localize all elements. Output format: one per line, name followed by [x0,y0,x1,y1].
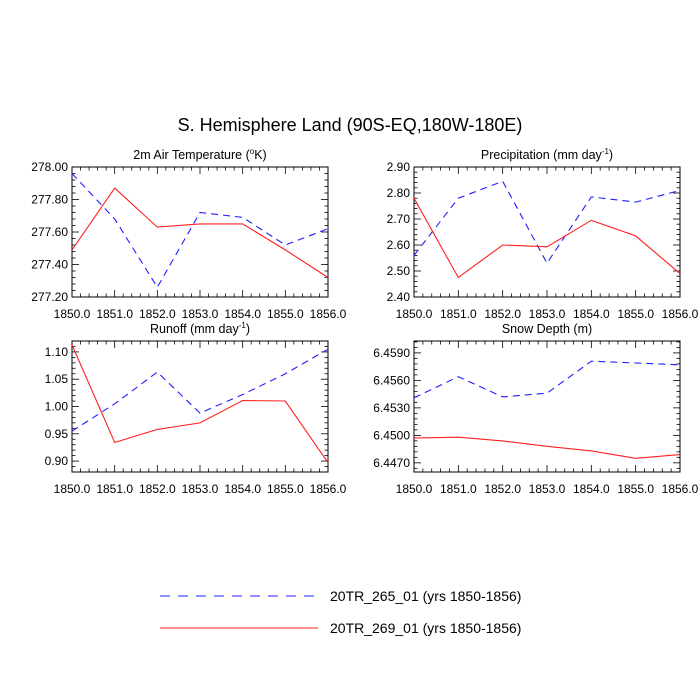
panel-title-main: 2m Air Temperature ( [133,148,250,162]
series-line-20tr-269 [71,344,329,464]
y-tick-label: 277.80 [31,193,68,207]
panel-title-main: Runoff (mm day [150,322,239,336]
y-tick-label: 0.90 [45,454,69,468]
plot-frame [413,340,681,473]
panel-3: Runoff (mm day-1) 0.90 0.95 1.00 1.05 1.10 185… [45,321,347,496]
panel-title: 2m Air Temperature (oK) [133,147,266,162]
y-tick-label: 6.4560 [373,373,410,387]
x-tick-label: 1851.0 [440,307,477,321]
x-tick-label: 1850.0 [54,482,91,496]
legend-label-series-a: 20TR_265_01 (yrs 1850-1856) [330,588,521,604]
x-tick-label: 1854.0 [224,482,261,496]
panel-title-end: K) [254,148,267,162]
x-tick-label: 1855.0 [617,307,654,321]
x-tick-label: 1852.0 [484,482,521,496]
y-tick-label: 1.05 [45,372,69,386]
y-tick-label: 1.10 [45,345,69,359]
panel-title-superscript: -1 [239,321,247,330]
x-tick-label: 1856.0 [310,307,347,321]
series-line-20tr-269 [413,436,681,459]
plot-frame [413,166,681,298]
y-tick-label: 277.40 [31,258,68,272]
panel-title-superscript: o [250,147,255,156]
panel-title-main: Precipitation (mm day [481,148,603,162]
series-line-20tr-265 [413,180,681,265]
series-line-20tr-265 [413,360,681,399]
x-tick-label: 1852.0 [484,307,521,321]
series-line-20tr-269 [71,187,329,278]
y-tick-label: 2.60 [387,238,411,252]
x-tick-label: 1856.0 [662,482,699,496]
y-tick-label: 277.60 [31,225,68,239]
x-tick-label: 1853.0 [529,482,566,496]
panels-group: 2m Air Temperature (oK) 277.20 277.40 277.6… [31,147,698,496]
x-tick-label: 1856.0 [662,307,699,321]
series-line-20tr-265 [71,173,329,289]
y-tick-label: 2.70 [387,212,411,226]
x-tick-label: 1850.0 [54,307,91,321]
y-tick-label: 6.4470 [373,456,410,470]
panel-title: Precipitation (mm day-1) [481,147,613,162]
x-tick-label: 1853.0 [529,307,566,321]
y-tick-label: 2.90 [387,160,411,174]
y-tick-label: 1.00 [45,400,69,414]
x-tick-label: 1854.0 [573,307,610,321]
series-line-20tr-269 [413,197,681,279]
x-tick-label: 1852.0 [139,482,176,496]
x-tick-label: 1853.0 [182,482,219,496]
x-tick-label: 1851.0 [440,482,477,496]
x-tick-label: 1851.0 [96,307,133,321]
x-tick-label: 1850.0 [396,482,433,496]
x-tick-label: 1856.0 [310,482,347,496]
y-tick-label: 6.4590 [373,346,410,360]
x-tick-label: 1855.0 [267,307,304,321]
x-tick-label: 1853.0 [182,307,219,321]
x-tick-label: 1851.0 [96,482,133,496]
figure-title: S. Hemisphere Land (90S-EQ,180W-180E) [178,115,523,135]
x-tick-label: 1852.0 [139,307,176,321]
x-tick-label: 1855.0 [267,482,304,496]
panel-title-end: ) [609,148,613,162]
y-tick-label: 278.00 [31,160,68,174]
legend: 20TR_265_01 (yrs 1850-1856) 20TR_269_01 … [160,588,521,636]
panel-4: Snow Depth (m) 6.4470 6.4500 6.4530 6.4560 6.… [373,322,698,496]
x-tick-label: 1850.0 [396,307,433,321]
series-line-20tr-265 [71,348,329,432]
panel-title: Runoff (mm day-1) [150,321,250,336]
x-tick-label: 1854.0 [224,307,261,321]
y-tick-label: 2.40 [387,290,411,304]
panel-1: 2m Air Temperature (oK) 277.20 277.40 277.6… [31,147,346,321]
panel-title-end: ) [246,322,250,336]
plot-frame [71,166,329,298]
panel-title: Snow Depth (m) [502,322,592,336]
y-tick-label: 277.20 [31,290,68,304]
y-tick-label: 2.80 [387,186,411,200]
x-tick-label: 1854.0 [573,482,610,496]
y-tick-label: 6.4530 [373,401,410,415]
panel-2: Precipitation (mm day-1) 2.40 2.50 2.60 2.70… [387,147,699,321]
y-tick-label: 2.50 [387,264,411,278]
y-tick-label: 6.4500 [373,428,410,442]
panel-title-superscript: -1 [602,147,610,156]
legend-label-series-b: 20TR_269_01 (yrs 1850-1856) [330,620,521,636]
x-tick-label: 1855.0 [617,482,654,496]
y-tick-label: 0.95 [45,427,69,441]
panel-title-main: Snow Depth (m) [502,322,592,336]
